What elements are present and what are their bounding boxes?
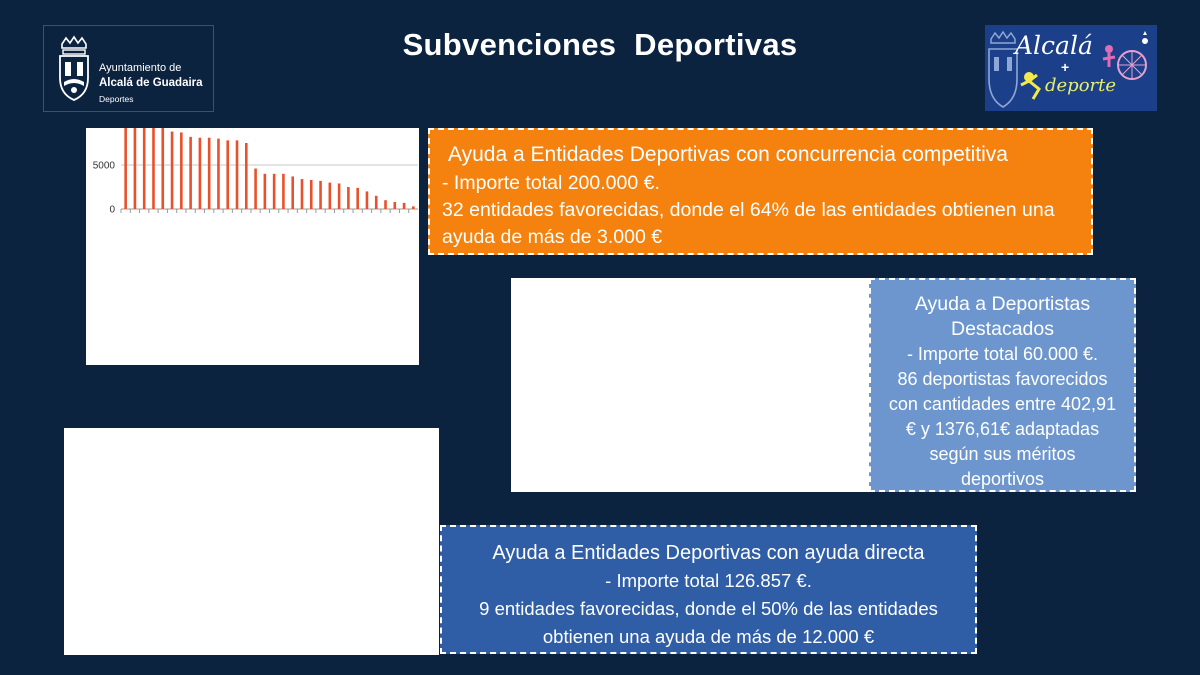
competitiva-bar — [152, 128, 155, 209]
competitiva-bar — [402, 202, 406, 209]
competitiva-bar — [161, 128, 165, 209]
coat-of-arms-icon — [59, 35, 89, 101]
competitiva-bar — [393, 201, 397, 209]
competitiva-bar — [412, 206, 415, 209]
deportistas-title-2: Destacados — [951, 318, 1054, 340]
deportistas-range: con cantidades entre 402,91 — [888, 394, 1117, 414]
competitiva-bar — [272, 173, 276, 209]
chart-directa-svg: 05000100001500020000250003000035000 — [64, 428, 439, 655]
competitiva-bar — [319, 180, 322, 209]
chart-deportistas: 0200400600800100012001400 — [511, 278, 871, 492]
chart-directa: 05000100001500020000250003000035000 — [64, 428, 439, 655]
competitiva-bar — [300, 179, 304, 209]
deportistas-title-1: Ayuda a Deportistas — [914, 293, 1091, 315]
competitiva-bar — [254, 168, 257, 209]
ayuntamiento-logo: Ayuntamiento de Alcalá de Guadaira Depor… — [43, 25, 214, 112]
competitiva-bar — [347, 187, 350, 209]
competitiva-bar — [124, 128, 127, 209]
competitiva-bar — [374, 195, 378, 209]
competitiva-importe: - Importe total 200.000 €. — [442, 172, 660, 194]
deportistas-count: 86 deportistas favorecidos — [897, 369, 1108, 389]
alcala-deporte-logo: Alcalá + deporte — [985, 25, 1157, 111]
competitiva-bar — [170, 131, 174, 209]
competitiva-bar — [133, 128, 137, 210]
directa-title: Ayuda a Entidades Deportivas con ayuda d… — [492, 542, 925, 564]
competitiva-bar — [263, 173, 267, 209]
competitiva-bar — [180, 132, 183, 209]
sport-figures-icon — [1020, 31, 1148, 100]
competitiva-bar — [198, 137, 202, 209]
crest-watermark-icon — [988, 30, 1018, 108]
info-box-deportistas: Ayuda a Deportistas Destacados - Importe… — [869, 278, 1136, 492]
logo-line-1: Ayuntamiento de — [99, 62, 182, 74]
directa-importe: - Importe total 126.857 €. — [605, 570, 812, 591]
competitiva-entidades: 32 entidades favorecidas, donde el 64% d… — [442, 199, 1055, 221]
competitiva-bar — [291, 176, 295, 209]
deportistas-meritos-2: deportivos — [960, 469, 1045, 489]
chart-competitiva-svg: 05000100001500020000 — [93, 128, 418, 216]
competitiva-bar — [365, 191, 369, 209]
competitiva-bar — [217, 138, 220, 209]
info-box-directa: Ayuda a Entidades Deportivas con ayuda d… — [440, 525, 977, 654]
competitiva-bar — [226, 140, 230, 209]
competitiva-bar — [142, 128, 146, 209]
competitiva-bar — [282, 173, 285, 209]
competitiva-bar — [189, 136, 192, 209]
competitiva-bar — [309, 179, 313, 209]
logo-plus: + — [1061, 59, 1070, 75]
info-box-competitiva: Ayuda a Entidades Deportivas con concurr… — [428, 128, 1093, 255]
chart-deportistas-svg: 0200400600800100012001400 — [511, 278, 871, 492]
competitiva-y-tick-label: 5000 — [93, 161, 116, 172]
directa-ayuda: obtienen una ayuda de más de 12.000 € — [542, 626, 875, 647]
competitiva-bar — [244, 143, 248, 209]
page-title: Subvenciones Deportivas — [402, 27, 798, 62]
deportistas-importe: - Importe total 60.000 €. — [906, 344, 1099, 364]
deportistas-meritos: según sus méritos — [929, 444, 1076, 464]
competitiva-bar — [384, 200, 387, 209]
competitiva-ayuda: ayuda de más de 3.000 € — [442, 226, 663, 248]
logo-word-deporte: deporte — [1045, 75, 1117, 96]
logo-line-3: Deportes — [99, 94, 134, 104]
logo-word-alcala: Alcalá — [1015, 31, 1093, 60]
logo-line-2: Alcalá de Guadaira — [99, 77, 203, 89]
competitiva-bar — [207, 137, 211, 209]
competitiva-title: Ayuda a Entidades Deportivas con concurr… — [448, 143, 1008, 166]
competitiva-bar — [337, 183, 341, 209]
competitiva-bar — [235, 140, 239, 209]
competitiva-bar — [356, 187, 359, 209]
chart-competitiva: 05000100001500020000 — [86, 128, 419, 365]
competitiva-bar — [328, 182, 332, 209]
competitiva-y-tick-label: 0 — [109, 205, 115, 216]
deportistas-range-2: € y 1376,61€ adaptadas — [905, 419, 1100, 439]
directa-entidades: 9 entidades favorecidas, donde el 50% de… — [479, 598, 938, 619]
